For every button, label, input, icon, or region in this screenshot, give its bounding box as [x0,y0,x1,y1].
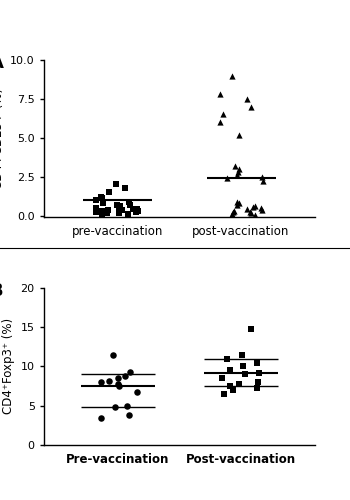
Point [219,374,225,382]
Point [233,162,238,170]
Point [117,202,123,210]
Point [115,374,120,382]
Point [127,368,133,376]
Point [94,207,100,215]
Point [256,368,261,376]
Point [247,208,253,216]
Y-axis label: CD4+CD25+ (%): CD4+CD25+ (%) [0,88,5,189]
Point [260,178,266,186]
Point [120,206,125,214]
Point [100,199,105,207]
Point [100,211,105,219]
Point [93,204,98,212]
Point [254,358,260,366]
Point [127,198,132,205]
Point [126,210,131,218]
Point [93,208,99,216]
Point [98,378,104,386]
Point [117,382,122,390]
Point [99,206,104,214]
Point [230,386,236,394]
Point [234,198,239,205]
Point [98,414,104,422]
Point [229,210,234,218]
Point [259,172,264,180]
Point [259,206,265,214]
Point [237,130,242,138]
Point [227,382,232,390]
Point [228,366,233,374]
Point [254,384,260,392]
Point [126,411,132,419]
Point [239,350,245,358]
Point [242,370,248,378]
Point [116,203,121,211]
Point [105,206,111,214]
Point [131,204,136,212]
Point [133,208,139,216]
Point [134,388,139,396]
Point [106,376,111,384]
Point [255,378,261,386]
Point [234,171,240,179]
Point [112,404,118,411]
Point [98,193,104,201]
Point [217,90,223,98]
Point [127,200,132,208]
Point [248,102,254,110]
Point [135,207,141,215]
Point [248,324,254,332]
Point [240,362,246,370]
Point [236,380,242,388]
Point [234,200,240,208]
Y-axis label: CD4⁺Foxp3⁺ (%): CD4⁺Foxp3⁺ (%) [2,318,15,414]
Point [231,208,236,216]
Point [114,202,120,209]
Point [115,380,120,388]
Point [117,209,122,217]
Point [236,199,241,207]
Text: A: A [0,54,4,72]
Point [114,180,119,188]
Point [224,354,229,362]
Point [94,196,99,204]
Point [229,72,235,80]
Point [244,206,249,214]
Point [253,202,258,210]
Point [122,184,128,192]
Point [250,203,256,211]
Point [133,208,138,216]
Point [231,207,237,215]
Point [252,211,258,219]
Point [237,165,242,173]
Point [99,194,104,202]
Point [110,350,116,358]
Point [244,95,250,103]
Point [235,168,240,176]
Text: B: B [0,282,3,300]
Point [218,118,223,126]
Point [106,188,112,196]
Point [248,210,254,218]
Point [224,174,230,182]
Point [220,110,225,118]
Point [221,390,227,398]
Point [124,402,130,409]
Point [258,204,264,212]
Point [122,372,128,380]
Point [104,210,110,218]
Point [135,206,140,214]
